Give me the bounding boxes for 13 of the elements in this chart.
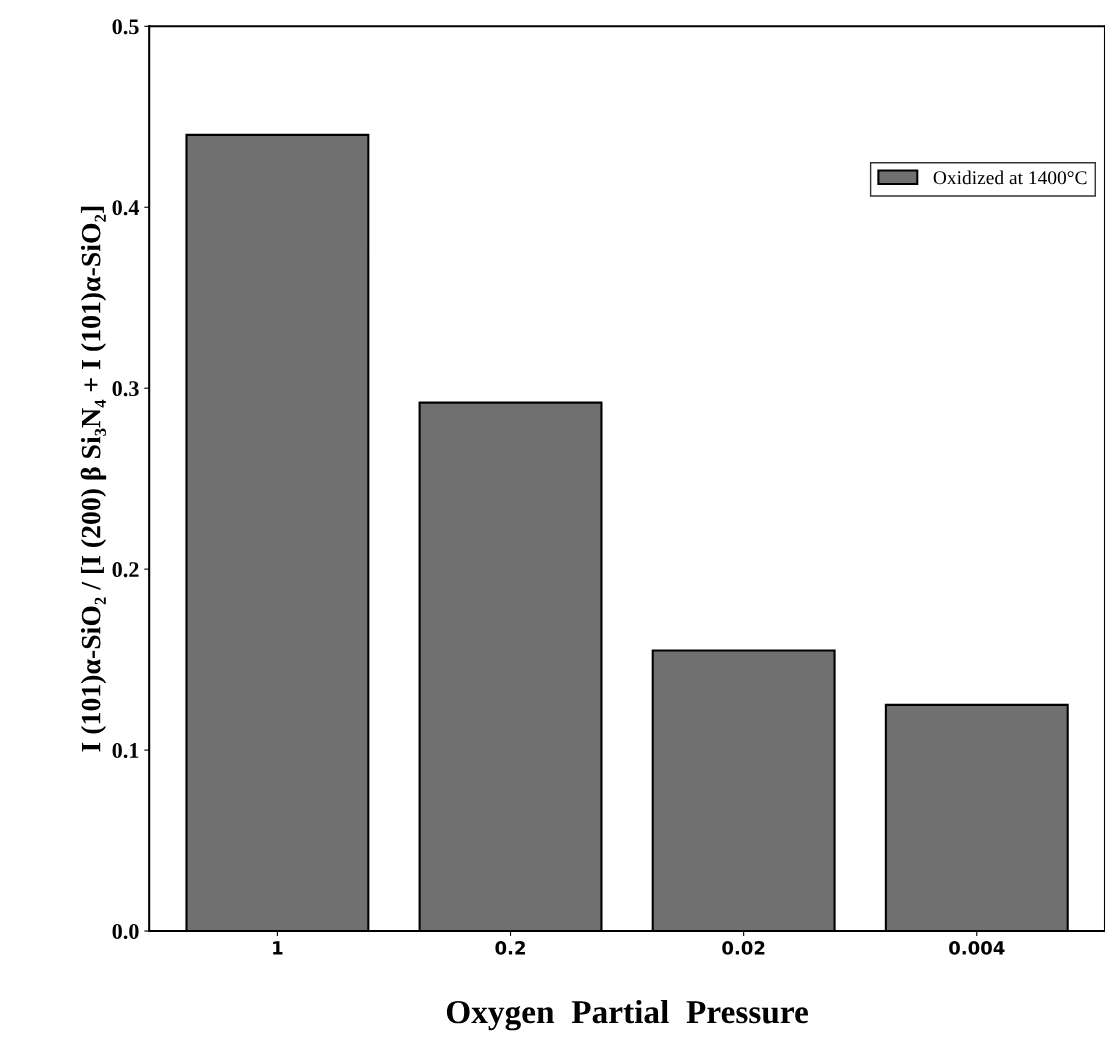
y-tick-label: 0.3 [112, 381, 139, 397]
y-tick-label: 0.4 [112, 200, 140, 216]
y-tick-label: 0.0 [112, 923, 139, 940]
x-tick-label: 0.004 [949, 941, 1005, 955]
x-tick-label: 1 [273, 941, 283, 955]
y-tick-label: 0.5 [112, 19, 139, 35]
y-tick-label: 0.1 [112, 743, 139, 759]
x-tick-label: 0.2 [495, 941, 525, 955]
y-tick-label: 0.2 [112, 562, 139, 578]
legend-label: Oxidized at 1400°C [933, 170, 1087, 185]
x-tick-label: 0.02 [722, 941, 765, 955]
y-axis-title: I (101)α-SiO₂ / [I (200) β Si₃N₄ + I (101)α-SiO₂] [80, 206, 107, 752]
x-axis-title: Oxygen Partial Pressure [446, 999, 808, 1031]
